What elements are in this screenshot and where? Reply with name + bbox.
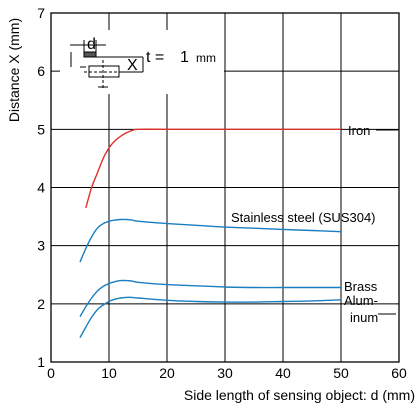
x-tick-label-10: 10 — [101, 365, 117, 381]
y-tick-label-2: 2 — [37, 296, 45, 312]
series-line-aluminum — [79, 296, 342, 338]
inset-x-label: X — [127, 57, 138, 74]
inset-background — [60, 30, 224, 94]
y-tick-label-7: 7 — [37, 5, 45, 21]
x-axis-label: Side length of sensing object: d (mm) — [184, 387, 415, 403]
y-tick-label-6: 6 — [37, 63, 45, 79]
plot-frame — [50, 12, 400, 363]
inset-d-label: d — [87, 36, 96, 53]
series-label-stainless-steel-sus304: Stainless steel (SUS304) — [231, 210, 376, 225]
sensing-object-icon — [70, 40, 144, 90]
y-tick-label-4: 4 — [37, 180, 45, 196]
series-line-brass — [79, 279, 341, 317]
y-tick-label-5: 5 — [37, 121, 45, 137]
y-tick-labels: 1 2 3 4 5 6 7 — [37, 5, 45, 370]
series-layer — [79, 128, 342, 338]
inset-t-unit: mm — [196, 51, 216, 65]
x-tick-label-50: 50 — [333, 365, 349, 381]
x-tick-label-40: 40 — [275, 365, 291, 381]
series-label-iron: Iron — [348, 123, 370, 138]
sensor-inset-diagram: d X t = 1 mm — [60, 30, 224, 94]
inset-t-value: 1 — [180, 49, 189, 66]
x-tick-label-0: 0 — [47, 365, 55, 381]
series-label-brass: Brass — [344, 279, 378, 294]
inset-t-label: t = — [146, 49, 164, 66]
x-tick-label-60: 60 — [391, 365, 407, 381]
x-tick-label-30: 30 — [217, 365, 233, 381]
y-tick-label-3: 3 — [37, 238, 45, 254]
series-line-iron — [85, 128, 341, 209]
series-line-stainless-steel-sus304 — [79, 218, 342, 263]
x-tick-label-20: 20 — [159, 365, 175, 381]
series-labels: Iron Stainless steel (SUS304) BrassAlum-in… — [231, 123, 398, 325]
x-tick-labels: 0 10 20 30 40 50 60 — [47, 365, 407, 381]
y-tick-label-1: 1 — [37, 354, 45, 370]
y-axis-label: Distance X (mm) — [6, 18, 22, 122]
series-label-aluminum: Alum-inum — [344, 293, 378, 325]
